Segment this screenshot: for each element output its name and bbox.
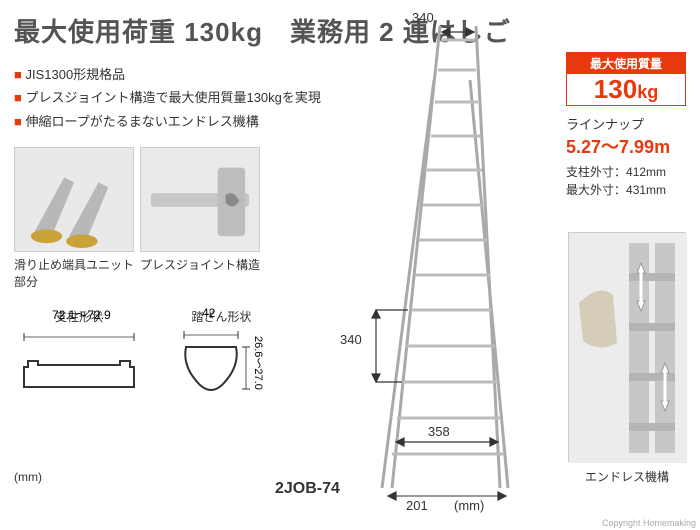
foot-photo xyxy=(14,147,134,252)
model-number: 2JOB-74 xyxy=(275,480,340,498)
spec-panel: 最大使用質量 130kg ラインナップ 5.27～7.99m 支柱外寸：412m… xyxy=(566,52,686,199)
dim-inner-width: 358 xyxy=(428,424,450,439)
dim-unit: (mm) xyxy=(454,498,484,513)
rung-height: 26.6～27.0 xyxy=(250,336,266,390)
spec2-val: 431mm xyxy=(626,183,666,197)
badge-unit: kg xyxy=(637,82,658,102)
dim-outer-width: 201 xyxy=(406,498,428,513)
rung-label: 踏ざん形状 xyxy=(174,308,269,325)
diagram-unit: (mm) xyxy=(14,470,42,484)
lineup-label: ラインナップ xyxy=(566,114,686,133)
dim-mid-height: 340 xyxy=(340,332,362,347)
spec2-label: 最大外寸： xyxy=(566,183,626,197)
spec1-label: 支柱外寸： xyxy=(566,165,626,179)
pillar-diagram: 支柱形状 72.1～72.9 xyxy=(14,308,144,402)
mechanism-label: エンドレス機構 xyxy=(568,468,686,485)
badge-label: 最大使用質量 xyxy=(567,53,685,74)
foot-caption: 滑り止め端具ユニット部分 xyxy=(14,256,134,290)
copyright: Copyright Homemaking xyxy=(602,518,696,528)
joint-caption: プレスジョイント構造 xyxy=(140,256,260,290)
rung-width: 42 xyxy=(202,306,215,320)
mechanism-photo xyxy=(568,232,686,462)
ladder-diagram: 340 340 358 201 (mm) xyxy=(330,10,540,510)
pillar-width: 72.1～72.9 xyxy=(52,306,111,323)
badge-value: 130 xyxy=(594,74,637,104)
load-badge: 最大使用質量 130kg xyxy=(566,52,686,106)
lineup-value: 5.27～7.99m xyxy=(566,133,686,159)
joint-photo xyxy=(140,147,260,252)
spec1-val: 412mm xyxy=(626,165,666,179)
rung-diagram: 踏ざん形状 42 26.6～27.0 xyxy=(174,308,269,410)
dim-top-width: 340 xyxy=(412,10,434,25)
